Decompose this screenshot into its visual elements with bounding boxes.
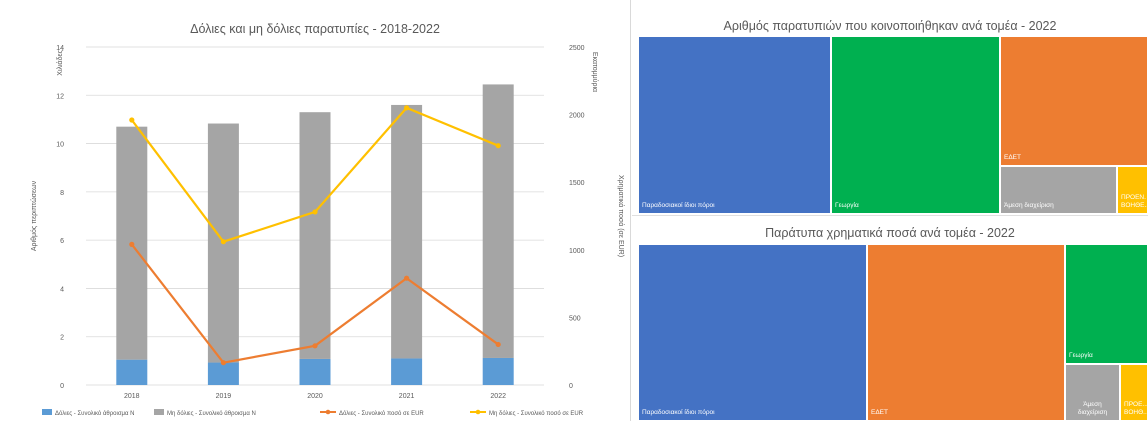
line-point (404, 105, 410, 111)
y2-axis-title: Χρηματικά ποσά (σε EUR) (617, 175, 625, 257)
tile-label: Παραδοσιακοί ίδιοι πόροι (642, 409, 715, 416)
tile-label: Γεωργία (835, 202, 859, 209)
tile-pre-accession: ΠΡΟΕ... ΒΟΗΘ... (1120, 364, 1148, 421)
bar (207, 362, 239, 385)
legend-swatch (42, 409, 52, 415)
bar (391, 358, 423, 385)
y-tick-label: 2 (60, 335, 64, 342)
line-point (495, 143, 501, 149)
tile-esif: ΕΔΕΤ (867, 244, 1065, 421)
tile-label: Άμεση διαχείριση (1077, 401, 1108, 416)
y2-tick-label: 2000 (569, 113, 585, 120)
line-point (220, 360, 226, 366)
tile-esif: ΕΔΕΤ (1000, 36, 1148, 166)
combo-chart: 0 2 4 6 8 10 12 14 0 500 1000 1500 2000 2500 Χιλιάδες Α… (30, 45, 625, 417)
y2-tick-label: 500 (569, 315, 581, 322)
line-point (404, 275, 410, 281)
y-tick-label: 14 (56, 45, 64, 52)
tile-traditional-own-resources: Παραδοσιακοί ίδιοι πόροι (638, 36, 831, 214)
tile-label: ΠΡΟΕ... ΒΟΗΘ... (1124, 401, 1148, 416)
y-tick-label: 4 (60, 286, 64, 293)
legend-swatch (154, 409, 164, 415)
bar (482, 357, 514, 385)
treemap-count: Παραδοσιακοί ίδιοι πόροι Γεωργία ΕΔΕΤ Άμ… (638, 36, 1148, 214)
y-axis-title: Αριθμός περιπτώσεων (30, 180, 38, 251)
legend-label: Δόλιες - Συνολικό ποσό σε EUR (339, 410, 424, 417)
y-tick-label: 6 (60, 238, 64, 245)
tile-label: ΕΔΕΤ (1004, 154, 1021, 161)
bar (299, 358, 331, 385)
tile-direct-management: Άμεση διαχείριση (1065, 364, 1120, 421)
tile-agriculture: Γεωργία (1065, 244, 1148, 364)
y-axis-unit: Χιλιάδες (56, 49, 64, 75)
line-point (220, 239, 226, 245)
bar (391, 104, 423, 359)
treemap-amount-panel: Παράτυπα χρηματικά ποσά ανά τομέα - 2022… (632, 217, 1148, 421)
x-tick-label: 2021 (399, 393, 415, 400)
tile-label: Παραδοσιακοί ίδιοι πόροι (642, 202, 715, 209)
x-tick-label: 2019 (216, 393, 232, 400)
x-tick-label: 2020 (307, 393, 323, 400)
tile-direct-management: Άμεση διαχείριση (1000, 166, 1117, 214)
tile-pre-accession: ΠΡΟΕΝ. ΒΟΗΘΕ... (1117, 166, 1148, 214)
tile-label: Γεωργία (1069, 352, 1093, 359)
line-point (495, 341, 501, 348)
line-point (312, 343, 318, 349)
legend-marker (325, 409, 331, 415)
line-point (312, 209, 318, 215)
bar (299, 112, 331, 359)
legend-label: Μη δόλιες - Συνολικό ποσό σε EUR (489, 410, 584, 417)
treemap-amount-title: Παράτυπα χρηματικά ποσά ανά τομέα - 2022 (765, 226, 1015, 240)
treemap-count-title: Αριθμός παρατυπιών που κοινοποιήθηκαν αν… (723, 19, 1057, 33)
legend-label: Δόλιες - Συνολικό άθροισμα Ν (55, 410, 134, 417)
legend-label: Μη δόλιες - Συνολικό άθροισμα Ν (167, 410, 256, 417)
combo-chart-panel: Δόλιες και μη δόλιες παρατυπίες - 2018-2… (30, 0, 631, 421)
y2-tick-label: 2500 (569, 45, 585, 52)
tile-label: ΕΔΕΤ (871, 409, 888, 416)
x-tick-label: 2022 (490, 393, 506, 400)
line-point (129, 117, 135, 123)
legend-marker (475, 409, 481, 415)
tile-agriculture: Γεωργία (831, 36, 1000, 214)
y-tick-label: 12 (56, 93, 64, 100)
tile-label: Άμεση διαχείριση (1004, 202, 1054, 209)
y2-tick-label: 1500 (569, 180, 585, 187)
x-tick-label: 2018 (124, 393, 140, 400)
treemap-amount: Παραδοσιακοί ίδιοι πόροι ΕΔΕΤ Γεωργία Άμ… (638, 244, 1148, 421)
bar (116, 359, 148, 385)
treemap-count-panel: Αριθμός παρατυπιών που κοινοποιήθηκαν αν… (632, 0, 1148, 216)
tile-label: ΠΡΟΕΝ. ΒΟΗΘΕ... (1121, 194, 1148, 209)
y2-axis-unit: Εκατομμύρια (591, 52, 599, 92)
y2-tick-label: 0 (569, 383, 573, 390)
combo-chart-title: Δόλιες και μη δόλιες παρατυπίες - 2018-2… (190, 22, 440, 36)
y-tick-label: 10 (56, 142, 64, 149)
y-tick-label: 8 (60, 190, 64, 197)
bar (482, 84, 514, 358)
y-tick-label: 0 (60, 383, 64, 390)
y2-tick-label: 1000 (569, 248, 585, 255)
tile-traditional-own-resources: Παραδοσιακοί ίδιοι πόροι (638, 244, 867, 421)
line-point (129, 241, 135, 247)
